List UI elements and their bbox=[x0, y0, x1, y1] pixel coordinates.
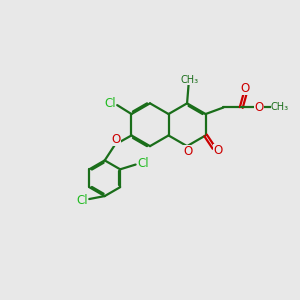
Text: O: O bbox=[241, 82, 250, 95]
Text: CH₃: CH₃ bbox=[271, 103, 289, 112]
Text: O: O bbox=[254, 101, 264, 114]
Text: O: O bbox=[111, 133, 121, 146]
Text: CH₃: CH₃ bbox=[180, 75, 198, 85]
Text: Cl: Cl bbox=[137, 157, 148, 169]
Text: Cl: Cl bbox=[76, 194, 88, 207]
Text: O: O bbox=[214, 144, 223, 157]
Text: O: O bbox=[183, 145, 193, 158]
Text: Cl: Cl bbox=[104, 97, 116, 110]
